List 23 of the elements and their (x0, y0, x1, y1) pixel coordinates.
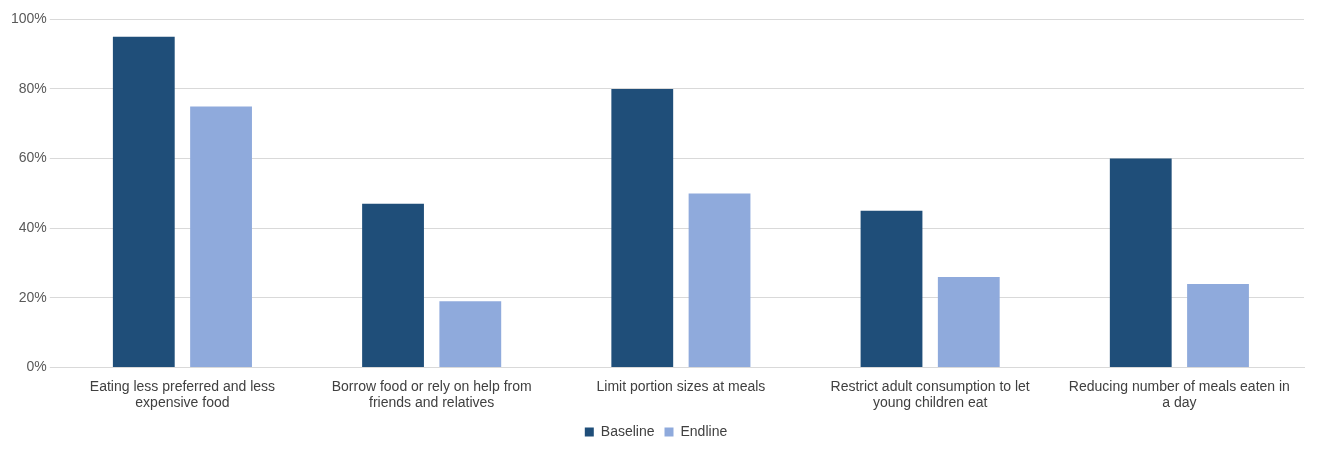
x-tick-label: Restrict adult consumption to let young children eat (830, 377, 1030, 411)
bar (611, 89, 674, 367)
legend-label: Endline (680, 422, 728, 439)
bar (1187, 283, 1249, 367)
x-tick-label: Borrow food or rely on help from friends and relatives (331, 377, 532, 411)
x-tick-label: Reducing number of meals eaten in a day (1068, 377, 1290, 411)
legend-label: Baseline (600, 422, 655, 439)
y-tick-label: 100% (10, 10, 47, 27)
y-tick-label: 40% (18, 219, 47, 236)
x-tick-label: Limit portion sizes at meals (596, 377, 766, 394)
y-tick-label: 0% (26, 358, 47, 375)
bar (190, 106, 252, 367)
bar (860, 210, 923, 367)
y-tick-label: 20% (18, 288, 47, 305)
bar (937, 276, 1000, 367)
y-tick-label: 80% (18, 79, 47, 96)
bar (1109, 158, 1172, 367)
bar (688, 193, 751, 367)
bar (362, 203, 424, 367)
y-tick-label: 60% (18, 149, 47, 166)
x-tick-label: Eating less preferred and less expensive food (89, 377, 276, 411)
bar (112, 36, 175, 367)
bar (439, 301, 502, 367)
